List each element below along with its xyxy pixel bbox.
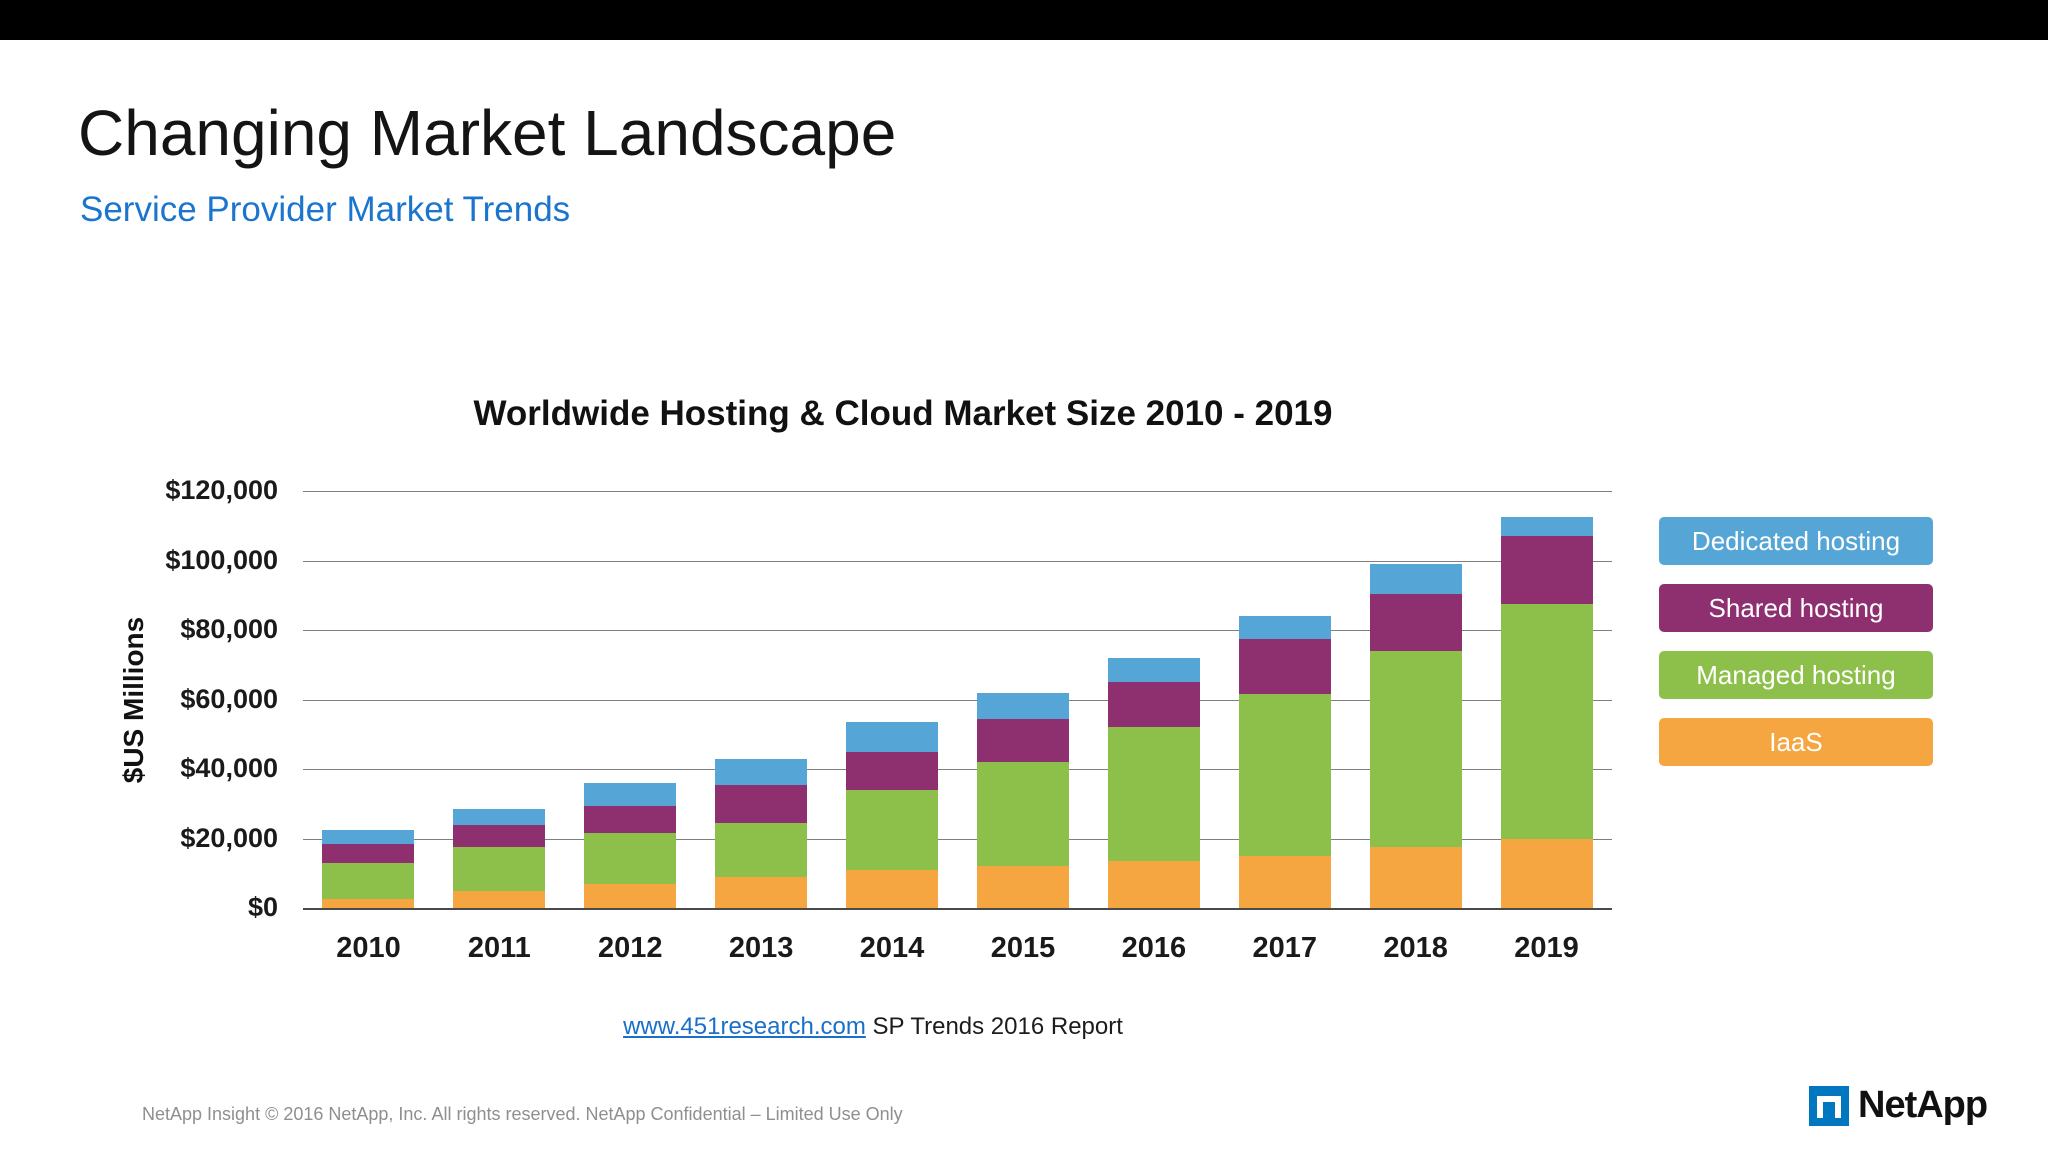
bar-column (1107, 657, 1200, 908)
page-title: Changing Market Landscape (78, 97, 897, 169)
bar-segment-dedicated-hosting (1107, 657, 1200, 683)
legend-item: IaaS (1659, 718, 1933, 766)
bar-column (453, 808, 546, 908)
bar-segment-iaas (453, 890, 546, 908)
x-tick-label: 2015 (990, 932, 1056, 964)
bar-segment-shared-hosting (715, 784, 808, 823)
gridline (303, 630, 1612, 631)
gridline (303, 699, 1612, 701)
bar-segment-iaas (846, 869, 939, 908)
bar-column (584, 782, 677, 908)
bar-segment-shared-hosting (453, 824, 546, 848)
bar-column (715, 758, 808, 908)
bar-segment-iaas (1238, 855, 1331, 908)
bar-segment-managed-hosting (1369, 650, 1462, 848)
bar-segment-dedicated-hosting (1369, 564, 1462, 594)
bar-segment-dedicated-hosting (322, 829, 415, 844)
bar-segment-shared-hosting (1369, 593, 1462, 651)
y-tick-label: $60,000 (180, 683, 278, 714)
bar-column (846, 722, 939, 908)
netapp-logo-text: NetApp (1858, 1084, 1988, 1126)
bar-segment-dedicated-hosting (846, 722, 939, 752)
legend-item: Shared hosting (1659, 584, 1933, 632)
x-tick-label: 2018 (1383, 932, 1448, 964)
source-line: www.451research.com SP Trends 2016 Repor… (303, 1013, 1443, 1041)
bar-segment-shared-hosting (584, 805, 677, 834)
x-tick-label: 2014 (859, 932, 925, 964)
bar-column (1500, 517, 1593, 908)
bar-column (322, 829, 415, 908)
gridline (303, 491, 1612, 492)
bar-segment-iaas (1369, 847, 1462, 908)
x-tick-label: 2019 (1514, 932, 1579, 964)
bar-segment-managed-hosting (846, 789, 939, 870)
x-tick-label: 2017 (1252, 932, 1317, 964)
bar-segment-managed-hosting (322, 862, 415, 900)
x-tick-label: 2012 (597, 932, 663, 964)
gridline (303, 769, 1612, 770)
bar-segment-managed-hosting (1238, 694, 1331, 856)
bar-segment-iaas (715, 876, 808, 908)
bar-segment-managed-hosting (584, 833, 677, 884)
bar-segment-dedicated-hosting (453, 808, 546, 825)
bar-segment-dedicated-hosting (715, 758, 808, 785)
bar-segment-dedicated-hosting (976, 692, 1069, 719)
x-tick-label: 2016 (1121, 932, 1187, 964)
bar-segment-managed-hosting (1107, 727, 1200, 862)
netapp-logo-mark (1809, 1085, 1849, 1126)
gridline (303, 560, 1612, 562)
bar-segment-dedicated-hosting (584, 782, 677, 806)
x-tick-label: 2010 (336, 932, 401, 964)
chart-title: Worldwide Hosting & Cloud Market Size 20… (473, 394, 1333, 433)
bar-segment-iaas (584, 883, 677, 908)
source-text: SP Trends 2016 Report (865, 1013, 1123, 1040)
y-tick-label: $0 (247, 892, 278, 922)
bar-segment-iaas (322, 899, 415, 908)
y-tick-label: $80,000 (180, 614, 278, 644)
source-link[interactable]: www.451research.com (623, 1013, 866, 1040)
bar-segment-shared-hosting (1238, 638, 1331, 695)
bar-segment-iaas (1107, 861, 1200, 908)
bar-segment-iaas (976, 866, 1069, 908)
bar-segment-dedicated-hosting (1238, 616, 1331, 639)
bar-segment-iaas (1500, 838, 1593, 908)
legend-item: Managed hosting (1659, 651, 1933, 699)
y-tick-label: $120,000 (165, 475, 278, 505)
footer-note: NetApp Insight © 2016 NetApp, Inc. All r… (142, 1104, 903, 1124)
netapp-logo: NetApp (1809, 1084, 1988, 1127)
gridline (303, 908, 1612, 910)
bar-segment-shared-hosting (322, 843, 415, 863)
bar-segment-managed-hosting (715, 822, 808, 877)
bar-segment-managed-hosting (453, 847, 546, 891)
x-tick-label: 2011 (467, 932, 531, 964)
bar-segment-shared-hosting (976, 718, 1069, 763)
gridline (303, 838, 1612, 840)
bar-segment-dedicated-hosting (1500, 517, 1593, 537)
y-tick-label: $100,000 (165, 544, 278, 575)
bar-segment-managed-hosting (1500, 603, 1593, 839)
bar-segment-shared-hosting (1500, 536, 1593, 604)
legend: Dedicated hosting Shared hosting Managed h… (1659, 517, 1933, 785)
y-tick-label: $20,000 (180, 822, 278, 853)
netapp-arch-icon (1817, 1095, 1841, 1118)
top-bar (0, 0, 2048, 40)
plot-area: $0 $20,000 $40,000 $60,000 $80,000 $100,000 $1… (165, 475, 1612, 964)
page-subtitle: Service Provider Market Trends (80, 190, 571, 229)
bar-column (976, 692, 1069, 908)
bar-segment-managed-hosting (976, 762, 1069, 867)
legend-item: Dedicated hosting (1659, 517, 1933, 565)
x-tick-label: 2013 (728, 932, 794, 964)
y-tick-label: $40,000 (180, 753, 278, 783)
bar-column (1238, 616, 1331, 908)
bar-segment-shared-hosting (846, 751, 939, 790)
bar-segment-shared-hosting (1107, 682, 1200, 728)
bar-column (1369, 564, 1462, 908)
